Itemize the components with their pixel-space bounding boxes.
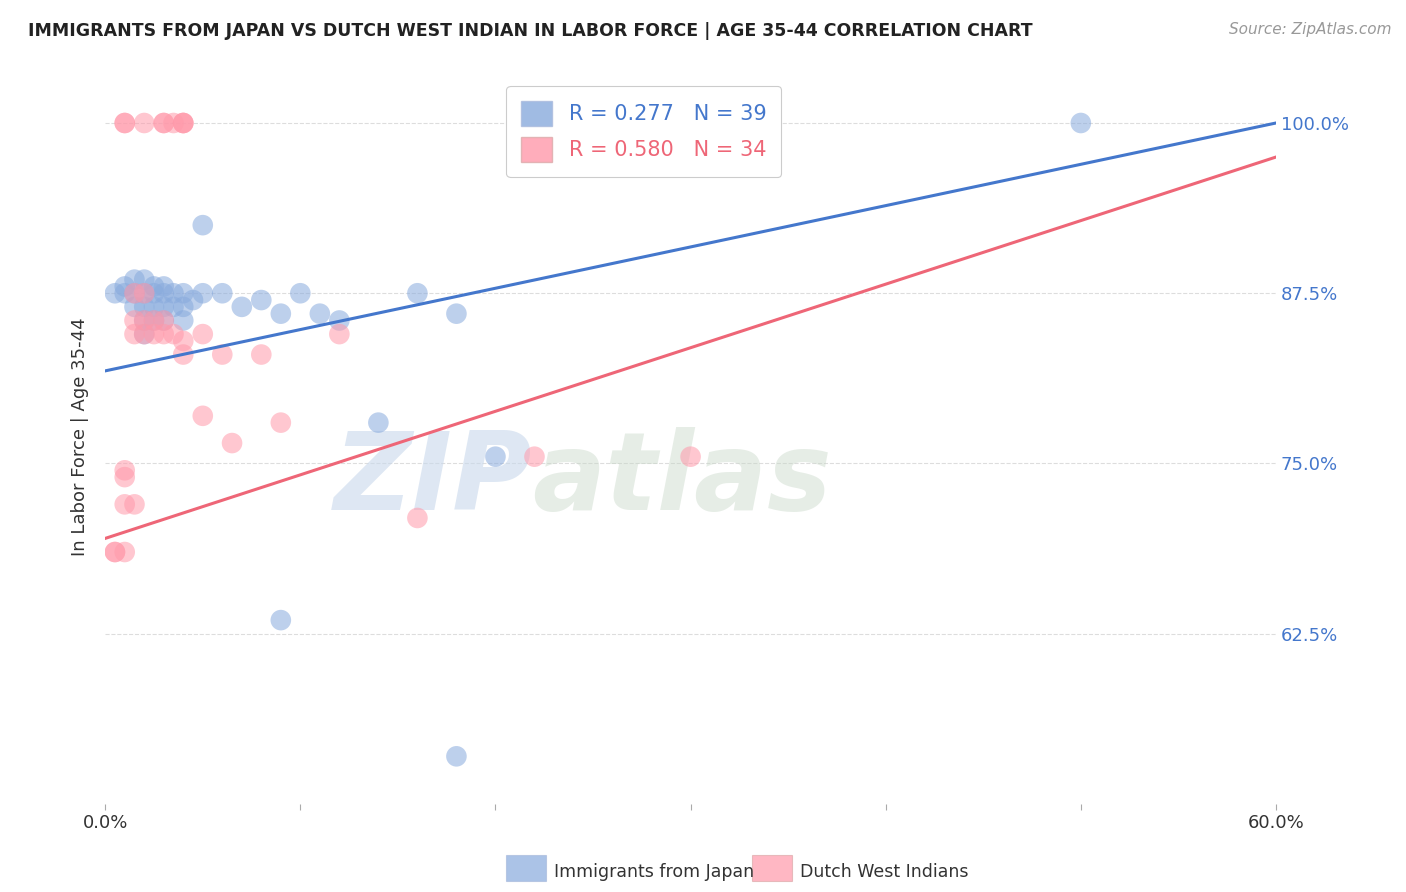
Point — [250, 347, 273, 361]
Point — [172, 116, 194, 130]
Point — [114, 279, 136, 293]
Point — [191, 218, 214, 232]
Point — [114, 116, 136, 130]
Point — [446, 749, 468, 764]
Point — [221, 436, 243, 450]
Point — [134, 327, 156, 342]
Point — [124, 286, 146, 301]
Point — [162, 116, 184, 130]
Point — [143, 313, 166, 327]
Point — [134, 313, 156, 327]
Point — [172, 313, 194, 327]
Point — [152, 116, 174, 130]
Point — [172, 347, 194, 361]
Point — [270, 307, 292, 321]
Point — [250, 293, 273, 307]
Point — [484, 450, 506, 464]
Point — [124, 327, 146, 342]
Point — [134, 313, 156, 327]
Point — [143, 327, 166, 342]
Point — [270, 613, 292, 627]
Point — [406, 511, 429, 525]
Point — [134, 327, 156, 342]
Point — [124, 272, 146, 286]
Point — [143, 313, 166, 327]
Point — [211, 286, 233, 301]
Point — [134, 300, 156, 314]
Point — [134, 116, 156, 130]
Point — [152, 300, 174, 314]
Point — [114, 463, 136, 477]
Point — [134, 286, 156, 301]
Point — [446, 307, 468, 321]
Point — [172, 116, 194, 130]
Point — [231, 300, 253, 314]
Point — [162, 300, 184, 314]
Point — [270, 416, 292, 430]
Point — [679, 450, 702, 464]
Point — [104, 545, 127, 559]
Point — [191, 409, 214, 423]
Point — [1070, 116, 1092, 130]
Point — [104, 286, 127, 301]
Point — [162, 286, 184, 301]
Point — [114, 286, 136, 301]
Point — [162, 327, 184, 342]
Point — [367, 416, 389, 430]
Point — [406, 286, 429, 301]
Point — [328, 313, 350, 327]
Y-axis label: In Labor Force | Age 35-44: In Labor Force | Age 35-44 — [72, 317, 89, 556]
Point — [172, 286, 194, 301]
Point — [172, 300, 194, 314]
Point — [152, 116, 174, 130]
Point — [143, 286, 166, 301]
Point — [114, 497, 136, 511]
Point — [181, 293, 204, 307]
Point — [104, 545, 127, 559]
Point — [308, 307, 330, 321]
Point — [143, 279, 166, 293]
Point — [523, 450, 546, 464]
Text: Source: ZipAtlas.com: Source: ZipAtlas.com — [1229, 22, 1392, 37]
Point — [114, 116, 136, 130]
Point — [114, 545, 136, 559]
Point — [172, 334, 194, 348]
Point — [124, 313, 146, 327]
Text: IMMIGRANTS FROM JAPAN VS DUTCH WEST INDIAN IN LABOR FORCE | AGE 35-44 CORRELATIO: IMMIGRANTS FROM JAPAN VS DUTCH WEST INDI… — [28, 22, 1033, 40]
Text: ZIP: ZIP — [335, 427, 533, 533]
Text: Immigrants from Japan: Immigrants from Japan — [554, 863, 754, 881]
Point — [124, 497, 146, 511]
Legend: R = 0.277   N = 39, R = 0.580   N = 34: R = 0.277 N = 39, R = 0.580 N = 34 — [506, 87, 782, 177]
Point — [328, 327, 350, 342]
Point — [152, 313, 174, 327]
Text: Dutch West Indians: Dutch West Indians — [800, 863, 969, 881]
Point — [152, 327, 174, 342]
Point — [172, 116, 194, 130]
Text: atlas: atlas — [533, 427, 832, 533]
Point — [114, 470, 136, 484]
Point — [152, 313, 174, 327]
Point — [191, 327, 214, 342]
Point — [134, 286, 156, 301]
Point — [211, 347, 233, 361]
Point — [290, 286, 312, 301]
Point — [124, 286, 146, 301]
Point — [124, 300, 146, 314]
Point — [152, 279, 174, 293]
Point — [134, 272, 156, 286]
Point — [152, 286, 174, 301]
Point — [191, 286, 214, 301]
Point — [143, 300, 166, 314]
